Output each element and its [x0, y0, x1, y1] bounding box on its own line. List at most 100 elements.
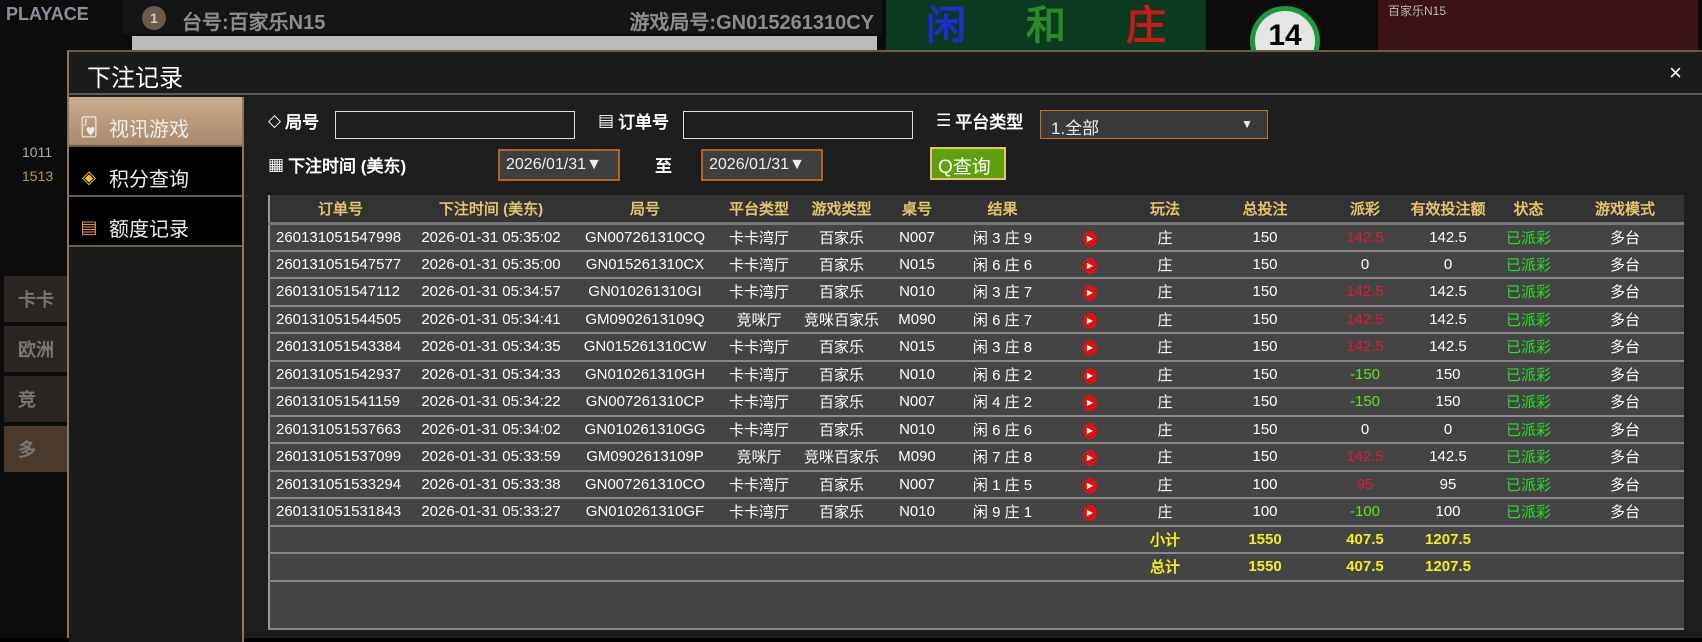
- video-preview[interactable]: 百家乐N15: [1378, 0, 1698, 50]
- subtotal-payout: 407.5: [1325, 525, 1405, 554]
- table-cell: 2026-01-31 05:34:41: [411, 305, 571, 334]
- table-cell: 多台: [1566, 305, 1684, 334]
- play-video-icon[interactable]: ▶: [1083, 257, 1097, 274]
- play-video-icon[interactable]: ▶: [1083, 230, 1097, 247]
- replay-cell: ▶: [1055, 278, 1125, 307]
- table-cell: 多台: [1566, 415, 1684, 444]
- table-cell: 150: [1205, 388, 1325, 417]
- table-cell: 150: [1205, 278, 1325, 307]
- table-cell: 多台: [1566, 470, 1684, 499]
- play-video-icon[interactable]: ▶: [1083, 450, 1097, 467]
- game-info-bar: 1 台号:百家乐N15 游戏局号:GN015261310CY: [122, 0, 882, 34]
- query-button[interactable]: Q查询: [930, 147, 1006, 180]
- table-cell: 百家乐: [799, 415, 884, 444]
- table-cell: 260131051533294: [269, 470, 411, 499]
- play-video-icon[interactable]: ▶: [1083, 340, 1097, 357]
- table-cell: 150: [1405, 360, 1491, 389]
- play-video-icon[interactable]: ▶: [1083, 367, 1097, 384]
- balance-2: 1513: [22, 168, 54, 184]
- date-to-picker[interactable]: 2026/01/31▼: [701, 149, 823, 181]
- table-cell: 已派彩: [1491, 333, 1566, 362]
- table-cell: 2026-01-31 05:35:00: [411, 250, 571, 279]
- spacer: [1491, 553, 1684, 582]
- column-header: 玩法: [1125, 195, 1205, 225]
- table-cell: 百家乐: [799, 223, 884, 252]
- table-cell: 庄: [1125, 305, 1205, 334]
- diamond-icon: ◈: [82, 166, 96, 187]
- close-button[interactable]: ×: [1669, 60, 1682, 85]
- play-video-icon[interactable]: ▶: [1083, 422, 1097, 439]
- subtotal-valid: 1207.5: [1405, 525, 1491, 554]
- round-input[interactable]: [335, 111, 575, 139]
- table-cell: 150: [1205, 305, 1325, 334]
- table-row: 260131051542937 2026-01-31 05:34:33 GN0102…: [269, 360, 1684, 389]
- table-cell: 百家乐: [799, 498, 884, 527]
- replay-cell: ▶: [1055, 360, 1125, 389]
- table-cell: 卡卡湾厅: [719, 333, 799, 362]
- table-cell: 260131051541159: [269, 388, 411, 417]
- sidebar: 🂻 视讯游戏 ◈ 积分查询 ▤ 额度记录: [69, 97, 244, 642]
- sidebar-item-credit[interactable]: ▤ 额度记录: [69, 197, 242, 247]
- table-row: 260131051533294 2026-01-31 05:33:38 GN0072…: [269, 470, 1684, 499]
- tag-icon: ◇: [268, 110, 282, 130]
- replay-cell: ▶: [1055, 470, 1125, 499]
- bet-player[interactable]: 闲: [926, 4, 966, 48]
- table-cell: N010: [884, 415, 950, 444]
- table-row: 260131051547998 2026-01-31 05:35:02 GN0072…: [269, 223, 1684, 252]
- table-cell: 260131051537099: [269, 443, 411, 472]
- table-cell: 2026-01-31 05:35:02: [411, 223, 571, 252]
- column-header: 游戏类型: [799, 195, 884, 225]
- round-label: ◇ 局号: [268, 108, 319, 133]
- grand_total-payout: 407.5: [1325, 553, 1405, 582]
- play-video-icon[interactable]: ▶: [1083, 477, 1097, 494]
- date-from-picker[interactable]: 2026/01/31▼: [498, 149, 620, 181]
- left-tab-3[interactable]: 竞: [4, 376, 67, 422]
- table-cell: 260131051547112: [269, 278, 411, 307]
- table-cell: 已派彩: [1491, 360, 1566, 389]
- bet-area[interactable]: 闲 和 庄: [886, 0, 1206, 50]
- replay-cell: ▶: [1055, 333, 1125, 362]
- table-cell: 2026-01-31 05:33:27: [411, 498, 571, 527]
- table-cell: 卡卡湾厅: [719, 388, 799, 417]
- table-cell: 闲 3 庄 7: [950, 278, 1055, 307]
- sidebar-item-points[interactable]: ◈ 积分查询: [69, 147, 242, 197]
- bet-tie[interactable]: 和: [1026, 4, 1066, 48]
- left-tab-4[interactable]: 多: [4, 426, 67, 472]
- table-cell: 卡卡湾厅: [719, 360, 799, 389]
- left-tab-2[interactable]: 欧洲: [4, 326, 67, 372]
- bet-banker[interactable]: 庄: [1126, 4, 1166, 48]
- play-video-icon[interactable]: ▶: [1083, 285, 1097, 302]
- play-video-icon[interactable]: ▶: [1083, 395, 1097, 412]
- column-header: 游戏模式: [1566, 195, 1684, 225]
- table-cell: GN015261310CX: [571, 250, 719, 279]
- table-cell: 卡卡湾厅: [719, 415, 799, 444]
- table-cell: 142.5: [1405, 443, 1491, 472]
- table-cell: 260131051537663: [269, 415, 411, 444]
- table-cell: M090: [884, 443, 950, 472]
- left-tab-1[interactable]: 卡卡: [4, 276, 67, 322]
- play-video-icon[interactable]: ▶: [1083, 505, 1097, 522]
- table-cell: 庄: [1125, 360, 1205, 389]
- column-header: 平台类型: [719, 195, 799, 225]
- table-cell: 2026-01-31 05:34:02: [411, 415, 571, 444]
- table-name: 台号:百家乐N15: [182, 12, 326, 34]
- column-header: 结果: [950, 195, 1055, 225]
- table-row: 260131051547577 2026-01-31 05:35:00 GN0152…: [269, 250, 1684, 279]
- table-cell: 142.5: [1325, 305, 1405, 334]
- table-cell: GM0902613109P: [571, 443, 719, 472]
- sidebar-item-live-games[interactable]: 🂻 视讯游戏: [69, 97, 242, 147]
- sidebar-item-label: 积分查询: [109, 168, 189, 191]
- table-cell: 庄: [1125, 223, 1205, 252]
- platform-select[interactable]: 1.全部 ▼: [1040, 110, 1268, 139]
- list-icon: ☰: [936, 110, 952, 130]
- table-number-badge: 1: [142, 6, 166, 30]
- table-cell: N010: [884, 278, 950, 307]
- table-cell: 庄: [1125, 333, 1205, 362]
- table-cell: 庄: [1125, 415, 1205, 444]
- table-cell: 150: [1205, 223, 1325, 252]
- table-cell: 庄: [1125, 498, 1205, 527]
- table-cell: 闲 7 庄 8: [950, 443, 1055, 472]
- play-video-icon[interactable]: ▶: [1083, 312, 1097, 329]
- order-input[interactable]: [683, 111, 913, 139]
- table-cell: -100: [1325, 498, 1405, 527]
